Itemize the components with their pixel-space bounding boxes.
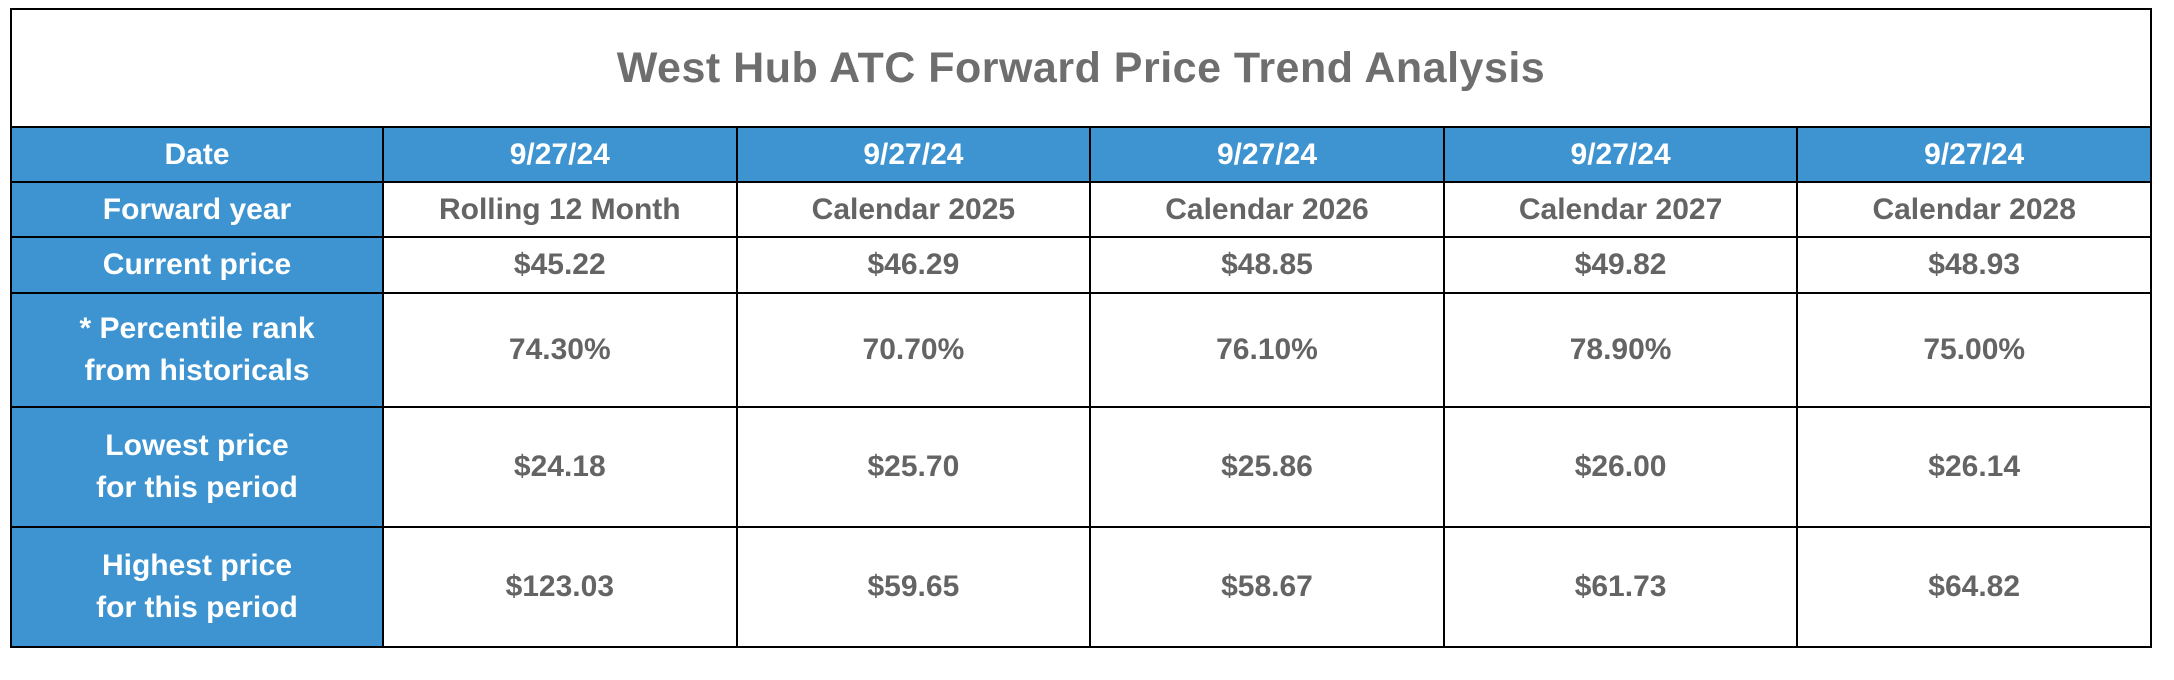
label-line: for this period — [96, 471, 298, 504]
highest-price-cell: $59.65 — [735, 526, 1092, 648]
label-line: Highest price — [101, 549, 293, 582]
percentile-rank-row-label: * Percentile rank from historicals — [10, 292, 384, 408]
lowest-price-cell: $26.14 — [1796, 406, 2152, 528]
lowest-price-row-label: Lowest price for this period — [10, 406, 384, 528]
title-row: West Hub ATC Forward Price Trend Analysi… — [10, 8, 2152, 128]
percentile-rank-row: * Percentile rank from historicals 74.30… — [10, 292, 2152, 408]
percentile-rank-cell: 74.30% — [382, 292, 738, 408]
current-price-cell: $48.93 — [1796, 236, 2152, 294]
forward-year-cell: Calendar 2025 — [735, 181, 1092, 238]
highest-price-row: Highest price for this period $123.03 $5… — [10, 526, 2152, 648]
date-row: Date 9/27/24 9/27/24 9/27/24 9/27/24 9/2… — [10, 126, 2152, 183]
current-price-row: Current price $45.22 $46.29 $48.85 $49.8… — [10, 236, 2152, 294]
current-price-cell: $46.29 — [735, 236, 1092, 294]
forward-year-cell: Calendar 2028 — [1796, 181, 2152, 238]
date-cell: 9/27/24 — [735, 126, 1092, 183]
percentile-rank-cell: 78.90% — [1442, 292, 1799, 408]
highest-price-cell: $64.82 — [1796, 526, 2152, 648]
date-cell: 9/27/24 — [1796, 126, 2152, 183]
label-line: Lowest price — [105, 429, 289, 462]
forward-year-cell: Calendar 2026 — [1089, 181, 1445, 238]
forward-year-cell: Calendar 2027 — [1442, 181, 1799, 238]
label-line: for this period — [96, 591, 298, 624]
forward-year-row-label: Forward year — [10, 181, 384, 238]
date-row-label: Date — [10, 126, 384, 183]
page-title: West Hub ATC Forward Price Trend Analysi… — [10, 8, 2152, 128]
lowest-price-cell: $26.00 — [1442, 406, 1799, 528]
lowest-price-cell: $25.70 — [735, 406, 1092, 528]
lowest-price-cell: $24.18 — [382, 406, 738, 528]
forward-year-cell: Rolling 12 Month — [382, 181, 738, 238]
forward-year-row: Forward year Rolling 12 Month Calendar 2… — [10, 181, 2152, 238]
current-price-cell: $45.22 — [382, 236, 738, 294]
current-price-cell: $48.85 — [1089, 236, 1445, 294]
date-cell: 9/27/24 — [382, 126, 738, 183]
current-price-row-label: Current price — [10, 236, 384, 294]
date-cell: 9/27/24 — [1089, 126, 1445, 183]
percentile-rank-cell: 76.10% — [1089, 292, 1445, 408]
lowest-price-cell: $25.86 — [1089, 406, 1445, 528]
percentile-rank-cell: 75.00% — [1796, 292, 2152, 408]
date-cell: 9/27/24 — [1442, 126, 1799, 183]
label-line: from historicals — [84, 354, 310, 387]
highest-price-cell: $61.73 — [1442, 526, 1799, 648]
highest-price-cell: $58.67 — [1089, 526, 1445, 648]
highest-price-row-label: Highest price for this period — [10, 526, 384, 648]
highest-price-cell: $123.03 — [382, 526, 738, 648]
label-line: * Percentile rank — [79, 312, 315, 345]
percentile-rank-cell: 70.70% — [735, 292, 1092, 408]
lowest-price-row: Lowest price for this period $24.18 $25.… — [10, 406, 2152, 528]
forward-price-table: West Hub ATC Forward Price Trend Analysi… — [10, 8, 2152, 648]
current-price-cell: $49.82 — [1442, 236, 1799, 294]
